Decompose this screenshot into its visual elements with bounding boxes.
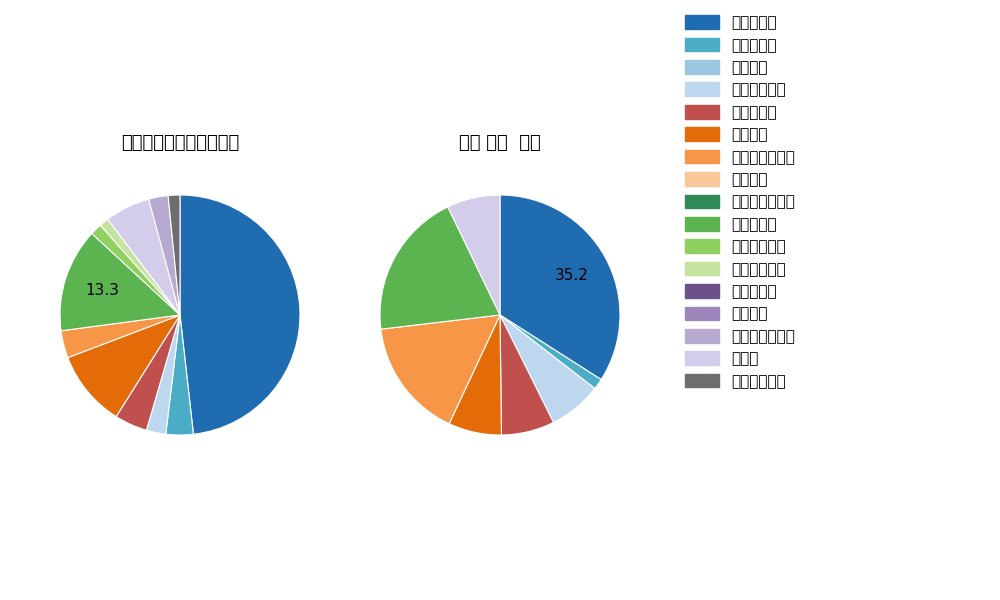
Wedge shape (381, 315, 500, 424)
Wedge shape (500, 315, 595, 422)
Wedge shape (60, 233, 180, 331)
Title: パ・リーグ全プレイヤー: パ・リーグ全プレイヤー (121, 134, 239, 152)
Wedge shape (500, 315, 553, 435)
Wedge shape (168, 195, 180, 315)
Wedge shape (146, 315, 180, 434)
Wedge shape (100, 219, 180, 315)
Wedge shape (116, 315, 180, 430)
Wedge shape (61, 315, 180, 358)
Wedge shape (500, 315, 601, 389)
Wedge shape (108, 199, 180, 315)
Wedge shape (180, 195, 300, 434)
Wedge shape (448, 195, 500, 315)
Wedge shape (92, 225, 180, 315)
Legend: ストレート, ツーシーム, シュート, カットボール, スプリット, フォーク, チェンジアップ, シンカー, 高速スライダー, スライダー, 縦スライダー, : ストレート, ツーシーム, シュート, カットボール, スプリット, フォーク,… (678, 8, 803, 397)
Wedge shape (449, 315, 501, 435)
Wedge shape (166, 315, 193, 435)
Wedge shape (380, 207, 500, 329)
Title: 石川 慎吾  選手: 石川 慎吾 選手 (459, 134, 541, 152)
Text: 35.2: 35.2 (555, 268, 588, 283)
Wedge shape (149, 196, 180, 315)
Text: 13.3: 13.3 (85, 283, 119, 298)
Wedge shape (68, 315, 180, 416)
Wedge shape (500, 195, 620, 380)
